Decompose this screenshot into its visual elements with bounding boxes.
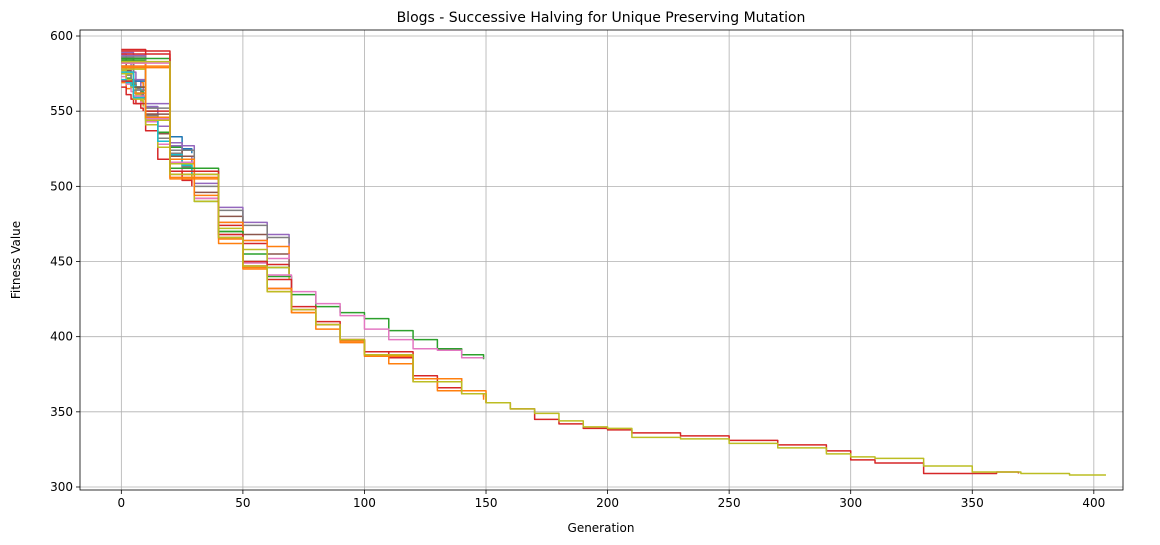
x-axis-label: Generation — [568, 521, 635, 535]
series-line-29 — [121, 57, 485, 360]
series-line-34 — [121, 66, 487, 403]
series-line-20 — [121, 71, 193, 175]
series-line-25 — [121, 65, 290, 260]
x-tick-label: 0 — [118, 496, 126, 510]
y-tick-label: 600 — [50, 29, 73, 43]
series-line-21 — [121, 59, 290, 274]
series-line-30 — [121, 62, 484, 359]
series-line-23 — [121, 54, 290, 247]
x-tick-label: 350 — [961, 496, 984, 510]
y-tick-label: 550 — [50, 104, 73, 118]
x-tick-label: 150 — [475, 496, 498, 510]
series-line-31 — [121, 53, 485, 397]
y-tick-label: 450 — [50, 255, 73, 269]
y-tick-label: 400 — [50, 330, 73, 344]
series-line-22 — [121, 48, 290, 277]
y-tick-label: 300 — [50, 480, 73, 494]
ticks: 0 50 100 150 200 250 300 350 400 300 350 400 450 500 5… — [50, 29, 1105, 510]
grid — [80, 30, 1123, 490]
y-tick-label: 350 — [50, 405, 73, 419]
series-line-35 — [121, 60, 1106, 476]
x-tick-label: 300 — [839, 496, 862, 510]
series-line-13 — [121, 60, 193, 169]
series-line-24 — [121, 60, 290, 268]
x-tick-label: 250 — [718, 496, 741, 510]
x-tick-label: 200 — [596, 496, 619, 510]
x-tick-label: 50 — [235, 496, 250, 510]
chart-title: Blogs - Successive Halving for Unique Pr… — [397, 10, 806, 26]
series-line-32 — [121, 65, 485, 400]
y-tick-label: 500 — [50, 179, 73, 193]
series-line-26 — [121, 56, 290, 244]
x-tick-label: 100 — [353, 496, 376, 510]
series-layer — [121, 48, 1106, 476]
series-line-33 — [121, 50, 1020, 475]
plot-frame — [79, 29, 1124, 491]
x-tick-label: 400 — [1082, 496, 1105, 510]
series-line-19 — [121, 72, 193, 179]
y-axis-label: Fitness Value — [9, 221, 23, 299]
series-line-14 — [121, 80, 193, 187]
